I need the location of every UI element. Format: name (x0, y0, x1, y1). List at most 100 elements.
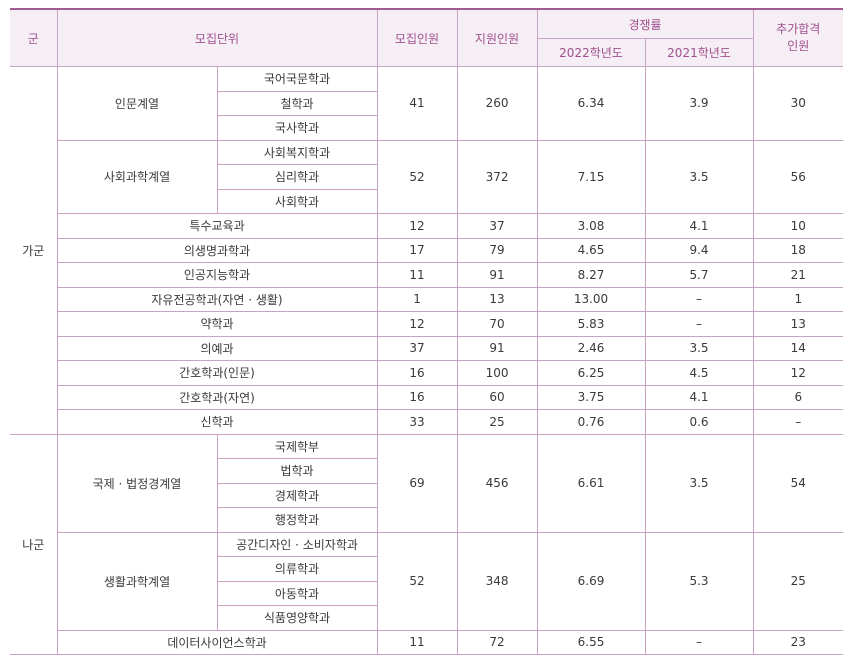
rate-2022-cell: 8.27 (536, 262, 646, 288)
sub-unit-cell: 심리학과 (216, 164, 378, 190)
sub-unit-cell: 사회복지학과 (216, 139, 378, 165)
sub-unit-cell: 국사학과 (216, 115, 378, 141)
admission-table: 군 모집단위 모집인원 지원인원 경쟁률 추가합격 인원 2022학년도 202… (10, 8, 844, 655)
quota-cell: 16 (376, 384, 458, 410)
gun-cell: 나군 (10, 433, 58, 655)
table-row: 의류학과 (10, 556, 843, 582)
quota-cell: 52 (376, 139, 458, 214)
unit-cell: 의생명과학과 (56, 237, 378, 263)
quota-cell: 69 (376, 433, 458, 533)
rate-2021-cell: 5.7 (644, 262, 754, 288)
applicants-cell: 91 (456, 262, 538, 288)
sub-unit-cell: 식품영양학과 (216, 605, 378, 631)
unit-cell: 인공지능학과 (56, 262, 378, 288)
header-2021: 2021학년도 (644, 38, 754, 67)
table-body: 가군 인문계열 국어국문학과 41 260 6.34 3.9 30 철학과 국사학과 사회과학계열 사… (10, 66, 844, 655)
table-row: 신학과 33 25 0.76 0.6– (10, 409, 844, 435)
additional-cell: – (752, 409, 844, 435)
rate-2021-cell: – (644, 286, 754, 312)
additional-cell: 6 (752, 384, 844, 410)
additional-cell: 18 (752, 237, 844, 263)
applicants-cell: 60 (456, 384, 538, 410)
sub-unit-cell: 국어국문학과 (216, 66, 378, 92)
applicants-cell: 79 (456, 237, 538, 263)
table-row: 나군 국제 · 법정경계열 국제학부 69 456 6.61 3.5 54 (10, 433, 844, 655)
sub-unit-cell: 국제학부 (216, 433, 378, 459)
unit-group-cell: 사회과학계열 (56, 139, 218, 214)
sub-unit-cell: 사회학과 (216, 188, 378, 214)
sub-unit-cell: 철학과 (216, 90, 378, 116)
additional-cell: 14 (752, 335, 844, 361)
rate-2022-cell: 5.83 (536, 311, 646, 337)
additional-cell: 10 (752, 213, 844, 239)
unit-cell: 신학과 (56, 409, 378, 435)
quota-cell: 52 (376, 531, 458, 631)
quota-cell: 1 (376, 286, 458, 312)
gun-cell: 가군 (10, 66, 58, 435)
rate-2021-cell: 0.6 (644, 409, 754, 435)
table-row: 인공지능학과 11 91 8.27 5.7 21 (10, 262, 844, 288)
table-row: 의생명과학과 17 79 4.65 9.4 18 (10, 237, 844, 263)
rate-2021-cell: – (644, 311, 754, 337)
unit-cell: 자유전공학과(자연 · 생활) (56, 286, 378, 312)
table-row: 간호학과(자연) 16 60 3.75 4.1 6 (10, 384, 844, 410)
additional-cell: 12 (752, 360, 844, 386)
header-additional-text: 추가합격 인원 (776, 22, 821, 53)
header-unit: 모집단위 (56, 8, 378, 67)
unit-group-cell: 인문계열 (56, 66, 218, 141)
quota-cell: 33 (376, 409, 458, 435)
table-row: 가군 인문계열 국어국문학과 41 260 6.34 3.9 30 (10, 66, 844, 435)
unit-cell: 간호학과(자연) (56, 384, 378, 410)
quota-cell: 11 (376, 629, 458, 655)
additional-cell: 13 (752, 311, 844, 337)
sub-unit-cell: 아동학과 (216, 580, 378, 606)
rate-2022-cell: 6.34 (536, 66, 646, 141)
quota-cell: 12 (376, 213, 458, 239)
additional-cell: 54 (752, 433, 844, 533)
admission-table-container: 군 모집단위 모집인원 지원인원 경쟁률 추가합격 인원 2022학년도 202… (10, 8, 844, 655)
rate-2022-cell: 6.61 (536, 433, 646, 533)
rate-2021-cell: 3.5 (644, 433, 754, 533)
table-row: 약학과 12 70 5.83–13 (10, 311, 844, 337)
sub-unit-cell: 공간디자인 · 소비자학과 (216, 531, 378, 557)
rate-2021-cell: 3.5 (644, 335, 754, 361)
quota-cell: 11 (376, 262, 458, 288)
rate-2021-cell: 5.3 (644, 531, 754, 631)
applicants-cell: 372 (456, 139, 538, 214)
quota-cell: 12 (376, 311, 458, 337)
rate-2022-cell: 0.76 (536, 409, 646, 435)
header-competition: 경쟁률 (536, 8, 754, 39)
applicants-cell: 13 (456, 286, 538, 312)
unit-cell: 특수교육과 (56, 213, 378, 239)
unit-cell: 간호학과(인문) (56, 360, 378, 386)
table-row: 법학과 (10, 458, 843, 484)
unit-cell: 데이터사이언스학과 (56, 629, 378, 655)
additional-cell: 21 (752, 262, 844, 288)
additional-cell: 56 (752, 139, 844, 214)
rate-2021-cell: 3.5 (644, 139, 754, 214)
sub-unit-cell: 의류학과 (216, 556, 378, 582)
additional-cell: 23 (752, 629, 844, 655)
applicants-cell: 72 (456, 629, 538, 655)
table-row: 사회학과 (10, 188, 843, 214)
applicants-cell: 37 (456, 213, 538, 239)
rate-2021-cell: 4.1 (644, 384, 754, 410)
applicants-cell: 456 (456, 433, 538, 533)
table-row: 데이터사이언스학과 11 72 6.55–23 (10, 629, 844, 655)
table-row: 의예과 37 91 2.46 3.5 14 (10, 335, 844, 361)
table-row: 생활과학계열 공간디자인 · 소비자학과 52 348 6.69 5.3 25 (10, 531, 844, 631)
unit-cell: 약학과 (56, 311, 378, 337)
header-gun: 군 (10, 8, 58, 67)
applicants-cell: 25 (456, 409, 538, 435)
table-row: 자유전공학과(자연 · 생활) 1 13 13.00–1 (10, 286, 844, 312)
unit-cell: 의예과 (56, 335, 378, 361)
rate-2022-cell: 4.65 (536, 237, 646, 263)
sub-unit-cell: 경제학과 (216, 482, 378, 508)
rate-2022-cell: 6.55 (536, 629, 646, 655)
rate-2022-cell: 3.08 (536, 213, 646, 239)
unit-group-cell: 생활과학계열 (56, 531, 218, 631)
additional-cell: 30 (752, 66, 844, 141)
applicants-cell: 70 (456, 311, 538, 337)
quota-cell: 16 (376, 360, 458, 386)
rate-2022-cell: 7.15 (536, 139, 646, 214)
